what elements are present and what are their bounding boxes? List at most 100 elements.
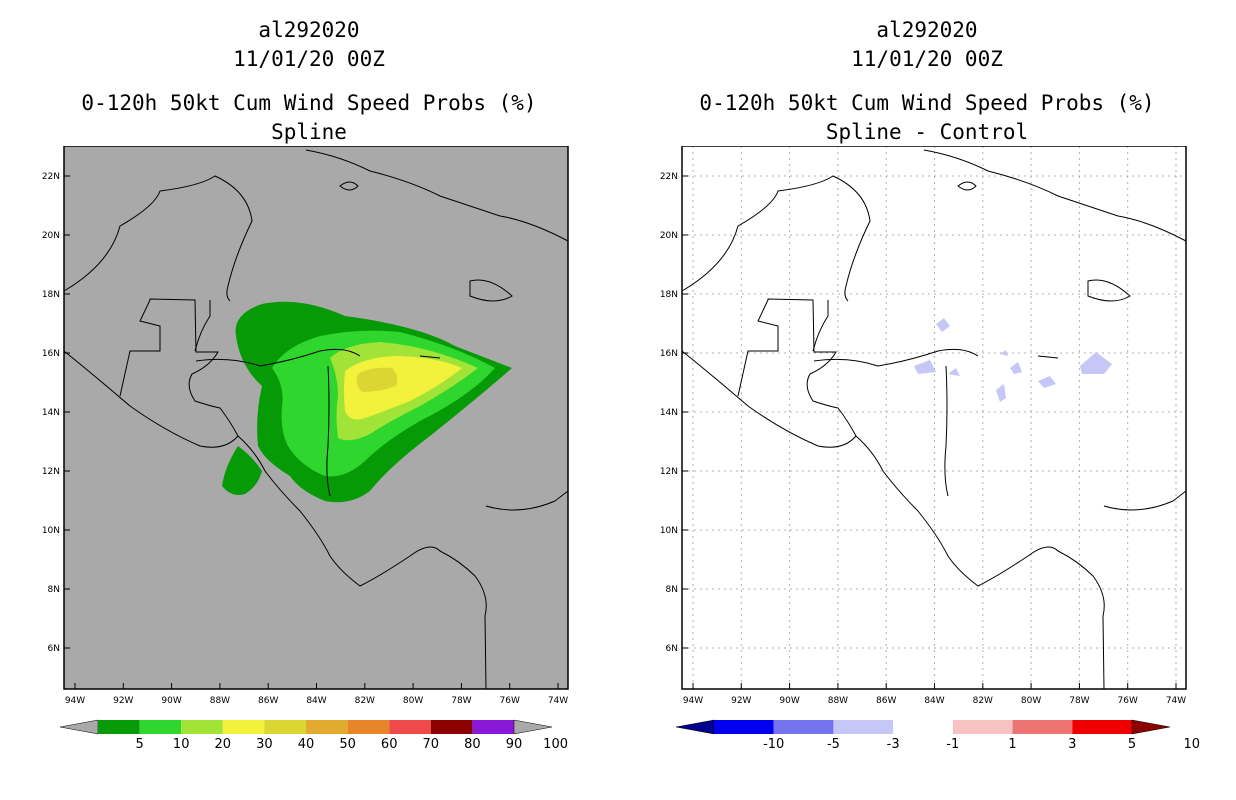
lon-label: 82W — [973, 696, 993, 706]
colorbar-segment — [181, 720, 223, 734]
contour-50 — [356, 367, 398, 392]
lat-label: 8N — [48, 585, 60, 595]
lon-label: 90W — [779, 696, 799, 706]
lat-label: 12N — [42, 467, 60, 477]
storm-id-title: al292020 — [876, 18, 978, 42]
map-frame — [681, 146, 1187, 690]
lon-label: 92W — [113, 696, 133, 706]
colorbar-label: 100 — [543, 737, 568, 752]
colorbar-label: 70 — [423, 737, 440, 752]
colorbar-segment — [952, 720, 1013, 734]
lon-label: 84W — [924, 696, 944, 706]
difference-colorbar: -10 -5 -3 -1 1 3 5 10 — [675, 719, 1200, 752]
colorbar-label: 10 — [173, 737, 190, 752]
colorbar-label: 60 — [381, 737, 398, 752]
lon-label: 74W — [548, 696, 568, 706]
lat-label: 20N — [660, 231, 678, 241]
colorbar-label: 3 — [1068, 737, 1076, 752]
lon-label: 82W — [355, 696, 375, 706]
lat-label: 18N — [42, 290, 60, 300]
lat-axis: 22N 20N 18N 16N 14N 12N 10N 8N 6N — [42, 172, 70, 654]
colorbar-end-left — [675, 719, 715, 735]
colorbar-segment — [1072, 720, 1132, 734]
colorbar-label: 1 — [1008, 737, 1016, 752]
lat-label: 22N — [660, 172, 678, 182]
colorbar-end-left — [59, 719, 99, 735]
colorbar-segment — [98, 720, 140, 734]
colorbar-label: 10 — [1183, 737, 1200, 752]
colorbar-label: 90 — [506, 737, 523, 752]
product-title: 0-120h 50kt Cum Wind Speed Probs (%) — [81, 91, 537, 115]
method-title: Spline — [271, 120, 347, 144]
lat-label: 22N — [42, 172, 60, 182]
lat-label: 12N — [660, 467, 678, 477]
lat-label: 8N — [666, 585, 678, 595]
difference-contours — [914, 318, 1112, 402]
probability-colorbar: 5 10 20 30 40 50 60 70 80 90 100 — [59, 719, 568, 752]
colorbar-label: -3 — [887, 737, 900, 752]
colorbar-segment — [893, 720, 953, 734]
lon-label: 78W — [1069, 696, 1089, 706]
coastlines — [681, 149, 1187, 690]
lon-label: 94W — [65, 696, 85, 706]
lon-label: 86W — [876, 696, 896, 706]
lon-label: 88W — [210, 696, 230, 706]
lat-label: 10N — [42, 526, 60, 536]
lat-label: 18N — [660, 290, 678, 300]
lat-label: 6N — [666, 644, 678, 654]
colorbar-segment — [389, 720, 431, 734]
colorbar-label: -1 — [946, 737, 959, 752]
colorbar-segment — [347, 720, 390, 734]
lon-axis: 94W 92W 90W 88W 86W 84W 82W 80W 78W 76W 74W — [65, 683, 568, 706]
lon-label: 92W — [731, 696, 751, 706]
colorbar-label: 50 — [339, 737, 356, 752]
date-title: 11/01/20 00Z — [851, 47, 1003, 71]
colorbar-label: 80 — [464, 737, 481, 752]
lat-label: 10N — [660, 526, 678, 536]
colorbar-label: -10 — [763, 737, 784, 752]
storm-id-title: al292020 — [258, 18, 360, 42]
grid-lines — [682, 146, 1186, 689]
lon-axis: 94W 92W 90W 88W 86W 84W 82W 80W 78W 76W 74W — [683, 683, 1186, 706]
colorbar-segment — [714, 720, 774, 734]
difference-map: 22N 20N 18N 16N 14N 12N 10N 8N 6N 94W 92W 90W 88W 86… — [660, 146, 1187, 706]
lon-label: 94W — [683, 696, 703, 706]
lat-label: 14N — [42, 408, 60, 418]
probability-map: 22N 20N 18N 16N 14N 12N 10N 8N 6N 94W 92W 90W 88W 86… — [42, 146, 569, 706]
colorbar-segment — [1012, 720, 1073, 734]
date-title: 11/01/20 00Z — [233, 47, 385, 71]
lon-label: 80W — [403, 696, 423, 706]
lat-label: 16N — [660, 349, 678, 359]
colorbar-end-right — [1131, 719, 1171, 735]
lon-label: 78W — [451, 696, 471, 706]
colorbar-label: -5 — [827, 737, 840, 752]
colorbar-label: 5 — [1128, 737, 1136, 752]
lon-label: 88W — [828, 696, 848, 706]
left-panel: al292020 11/01/20 00Z 0-120h 50kt Cum Wi… — [42, 18, 569, 752]
colorbar-label: 30 — [256, 737, 273, 752]
colorbar-end-right — [513, 719, 553, 735]
colorbar-segment — [472, 720, 514, 734]
lat-label: 16N — [42, 349, 60, 359]
colorbar-segment — [264, 720, 306, 734]
lon-label: 76W — [1118, 696, 1138, 706]
lon-label: 90W — [161, 696, 181, 706]
product-title: 0-120h 50kt Cum Wind Speed Probs (%) — [699, 91, 1155, 115]
lon-label: 80W — [1021, 696, 1041, 706]
colorbar-label: 20 — [215, 737, 232, 752]
right-panel: al292020 11/01/20 00Z 0-120h 50kt Cum Wi… — [618, 0, 1236, 800]
colorbar-segment — [833, 720, 894, 734]
lat-label: 20N — [42, 231, 60, 241]
lon-label: 84W — [306, 696, 326, 706]
lon-label: 86W — [258, 696, 278, 706]
lon-label: 74W — [1166, 696, 1186, 706]
lat-label: 14N — [660, 408, 678, 418]
contour-10-south — [222, 446, 262, 495]
lat-axis: 22N 20N 18N 16N 14N 12N 10N 8N 6N — [660, 172, 688, 654]
colorbar-label: 40 — [298, 737, 315, 752]
coastlines — [63, 149, 569, 690]
lat-label: 6N — [48, 644, 60, 654]
colorbar-label: 5 — [135, 737, 143, 752]
colorbar-segment — [306, 720, 348, 734]
colorbar-segment — [139, 720, 182, 734]
